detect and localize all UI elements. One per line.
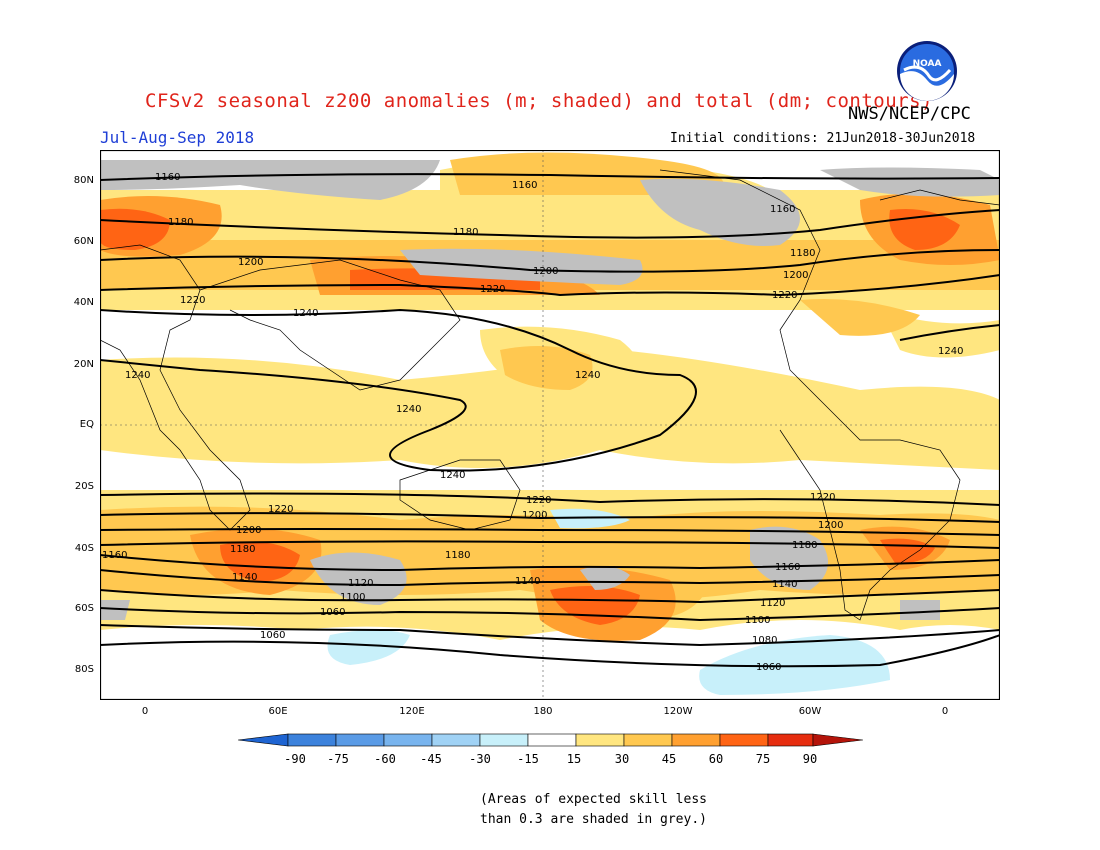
contour-label: 1220	[526, 495, 551, 506]
map-frame	[100, 150, 1000, 700]
colorbar-swatch	[575, 733, 625, 747]
contour-label: 1200	[533, 266, 558, 277]
colorbar-label: -90	[284, 752, 306, 766]
contour-label: 1160	[102, 550, 127, 561]
season-label: Jul-Aug-Sep 2018	[100, 128, 255, 147]
noaa-logo-icon: NOAA	[897, 41, 957, 101]
colorbar-label: 90	[803, 752, 817, 766]
colorbar-swatch	[719, 733, 769, 747]
colorbar-label: 30	[615, 752, 629, 766]
contour-label: 1220	[772, 290, 797, 301]
coastlines	[100, 169, 1000, 621]
contour-label: 1220	[268, 504, 293, 515]
colorbar-swatch	[767, 733, 814, 747]
contour-label: 1160	[512, 180, 537, 191]
lat-label: 20N	[73, 359, 94, 370]
colorbar-arrow-right	[812, 733, 863, 747]
lat-label: 40N	[73, 297, 94, 308]
contour-label: 1080	[752, 635, 777, 646]
lon-label: 0	[941, 706, 949, 717]
contour-label: 1120	[348, 578, 373, 589]
contour-label: 1200	[236, 525, 261, 536]
contour-label: 1200	[783, 270, 808, 281]
lat-label: 60N	[73, 236, 94, 247]
lon-label: 0	[141, 706, 149, 717]
contour-label: 1240	[440, 470, 465, 481]
contour-label: 1160	[155, 172, 180, 183]
contour-label: 1240	[396, 404, 421, 415]
colorbar-label: 60	[709, 752, 723, 766]
contour-label: 1240	[938, 346, 963, 357]
contour-label: 1180	[790, 248, 815, 259]
colorbar: -90 -75 -60 -45 -30 -15 15 30 45 60 75 9…	[238, 733, 863, 766]
colorbar-label: 45	[662, 752, 676, 766]
contour-label: 1160	[770, 204, 795, 215]
colorbar-swatch	[527, 733, 577, 747]
colorbar-label: -30	[469, 752, 491, 766]
colorbar-swatch	[431, 733, 481, 747]
colorbar-swatch	[671, 733, 721, 747]
contour-label: 1180	[453, 227, 478, 238]
contour-label: 1100	[745, 615, 770, 626]
contour-label: 1140	[772, 579, 797, 590]
contour-label: 1200	[238, 257, 263, 268]
contour-label: 1220	[180, 295, 205, 306]
contour-label: 1200	[522, 510, 547, 521]
contour-label: 1060	[260, 630, 285, 641]
shading-neg15-neg30	[327, 508, 890, 695]
map-title: CFSv2 seasonal z200 anomalies (m; shaded…	[145, 90, 933, 112]
lat-label: 40S	[74, 543, 94, 554]
colorbar-swatch	[623, 733, 673, 747]
contour-label: 1160	[775, 562, 800, 573]
colorbar-label: 15	[567, 752, 581, 766]
colorbar-label: -15	[517, 752, 539, 766]
colorbar-label: -45	[420, 752, 442, 766]
contour-label: 1180	[230, 544, 255, 555]
contour-label: 1120	[760, 598, 785, 609]
anomaly-map: 1160 1160 1160 1180 1180 1180 1200 1200 …	[100, 150, 1000, 700]
contour-label: 1240	[575, 370, 600, 381]
colorbar-swatch	[287, 733, 337, 747]
lat-label: 60S	[74, 603, 94, 614]
svg-text:NOAA: NOAA	[913, 59, 942, 69]
lat-label: 20S	[74, 481, 94, 492]
lon-label: 60E	[268, 706, 288, 717]
colorbar-label: 75	[756, 752, 770, 766]
contour-label: 1240	[293, 308, 318, 319]
contour-label: 1060	[756, 662, 781, 673]
lat-label: 80N	[73, 175, 94, 186]
initial-conditions-label: Initial conditions: 21Jun2018-30Jun2018	[670, 131, 976, 146]
agency-label: NWS/NCEP/CPC	[848, 104, 971, 124]
contour-label: 1180	[792, 540, 817, 551]
contour-label: 1060	[320, 607, 345, 618]
contour-label: 1140	[232, 572, 257, 583]
contour-label: 1180	[445, 550, 470, 561]
lat-label: 80S	[74, 664, 94, 675]
skill-footnote-line1: (Areas of expected skill less	[480, 792, 707, 807]
contour-label: 1220	[810, 492, 835, 503]
lon-label: 180	[533, 706, 553, 717]
colorbar-swatch	[479, 733, 529, 747]
lon-label: 120W	[663, 706, 693, 717]
graticule	[100, 150, 1000, 700]
contour-label: 1180	[168, 217, 193, 228]
height-contours	[100, 173, 1000, 668]
lon-label: 60W	[798, 706, 822, 717]
contour-label: 1220	[480, 284, 505, 295]
lat-label: EQ	[79, 419, 94, 430]
colorbar-label: -60	[374, 752, 396, 766]
contour-label: 1100	[340, 592, 365, 603]
colorbar-label: -75	[327, 752, 349, 766]
lon-label: 120E	[399, 706, 425, 717]
skill-footnote-line2: than 0.3 are shaded in grey.)	[480, 812, 707, 827]
contour-label: 1200	[818, 520, 843, 531]
colorbar-arrow-left	[238, 733, 289, 747]
contour-label: 1140	[515, 576, 540, 587]
colorbar-swatch	[383, 733, 433, 747]
colorbar-swatch	[335, 733, 385, 747]
contour-label: 1240	[125, 370, 150, 381]
contour-labels: 1160 1160 1160 1180 1180 1180 1200 1200 …	[102, 172, 963, 673]
